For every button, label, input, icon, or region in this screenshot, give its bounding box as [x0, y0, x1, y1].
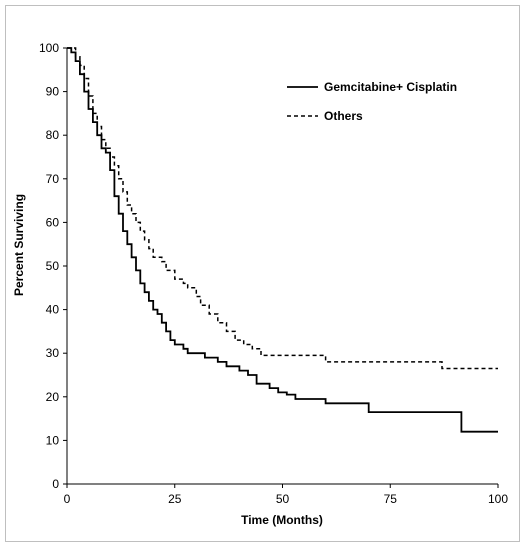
- y-tick-label: 20: [46, 390, 60, 404]
- chart-frame: [5, 5, 520, 542]
- axes: [63, 47, 499, 488]
- y-tick-label: 90: [46, 85, 60, 99]
- legend-label-gemcitabine: Gemcitabine+ Cisplatin: [324, 80, 457, 94]
- series-layer: [67, 47, 498, 433]
- x-tick-label: 50: [276, 492, 290, 506]
- x-axis-title: Time (Months): [241, 513, 323, 527]
- series-line-gemcitabine-cisplatin: [67, 47, 498, 433]
- y-tick-labels: 0 10 20 30 40 50 60 70 80 90 100: [39, 41, 59, 491]
- x-tick-labels: 0 25 50 75 100: [64, 492, 509, 506]
- x-tick-label: 0: [64, 492, 71, 506]
- y-tick-label: 30: [46, 346, 60, 360]
- x-tick-label: 75: [384, 492, 398, 506]
- y-tick-label: 50: [46, 259, 60, 273]
- y-tick-label: 80: [46, 128, 60, 142]
- y-tick-label: 70: [46, 172, 60, 186]
- y-tick-label: 10: [46, 433, 60, 447]
- y-tick-label: 0: [52, 477, 59, 491]
- y-tick-label: 100: [39, 41, 59, 55]
- x-tick-label: 100: [488, 492, 508, 506]
- y-tick-label: 60: [46, 215, 60, 229]
- y-tick-label: 40: [46, 303, 60, 317]
- x-tick-label: 25: [168, 492, 182, 506]
- y-axis-title: Percent Surviving: [12, 194, 26, 296]
- legend: Gemcitabine+ Cisplatin Others: [287, 80, 457, 123]
- legend-label-others: Others: [324, 109, 363, 123]
- series-line-others: [67, 47, 498, 370]
